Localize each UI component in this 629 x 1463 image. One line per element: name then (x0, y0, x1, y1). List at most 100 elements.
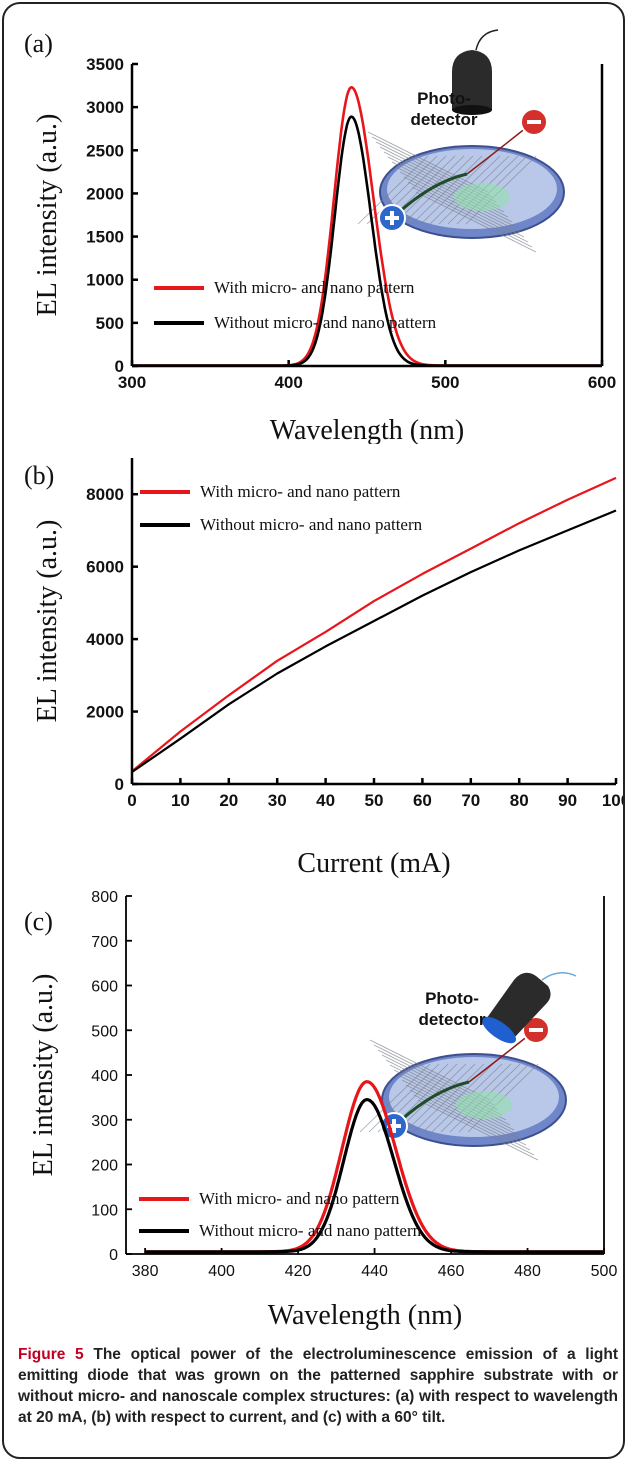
x-tick-label: 400 (208, 1263, 235, 1280)
panel-b: 0 2000 4000 6000 8000 0 10 20 30 40 50 60 70 80 90 100 C… (4, 444, 625, 884)
y-tick-label: 2000 (86, 184, 124, 203)
y-axis-title: EL intensity (a.u.) (28, 974, 59, 1177)
caption-lead: Figure 5 (18, 1346, 84, 1363)
x-tick-label: 60 (413, 791, 432, 810)
panel-label: (a) (24, 29, 53, 58)
led-wafer-illustration (357, 29, 565, 253)
y-tick-label: 200 (91, 1158, 118, 1175)
panel-label: (b) (24, 461, 54, 490)
x-tick-label: 70 (461, 791, 480, 810)
pattern-line (411, 186, 533, 248)
x-axis-title: Wavelength (nm) (270, 415, 464, 444)
pattern-line (420, 155, 492, 225)
series-line-0 (131, 476, 617, 773)
x-tick-label: 500 (431, 373, 459, 392)
x-tick-label: 100 (602, 791, 625, 810)
photodetector-lens (452, 105, 492, 115)
x-tick-label: 0 (127, 791, 136, 810)
pattern-line (367, 131, 489, 193)
x-tick-label: 600 (588, 373, 616, 392)
y-tick-label: 3000 (86, 98, 124, 117)
x-tick-label: 90 (558, 791, 577, 810)
x-tick-label: 300 (118, 373, 146, 392)
inset-label-line2: detector (410, 110, 477, 129)
pattern-line (413, 1063, 485, 1133)
y-tick-label: 500 (96, 314, 124, 333)
y-tick-label: 700 (91, 934, 118, 951)
y-axis-title: EL intensity (a.u.) (32, 114, 63, 317)
photodetector-lens (481, 1016, 517, 1044)
panel-label: (c) (24, 907, 53, 936)
pattern-line (415, 191, 537, 253)
pattern-line (413, 1094, 535, 1156)
photodetector-icon (452, 50, 492, 110)
x-axis-title: Wavelength (nm) (268, 1300, 462, 1331)
chart-a: Photo-detector 0 500 1000 1500 2000 2500 3000 35… (24, 29, 616, 444)
legend-label-1: Without micro- and nano pattern (214, 313, 437, 332)
y-tick-label: 0 (109, 1247, 118, 1264)
x-tick-label: 400 (274, 373, 302, 392)
y-tick-label: 1000 (86, 271, 124, 290)
chart-b: 0 2000 4000 6000 8000 0 10 20 30 40 50 60 70 80 90 100 C… (24, 458, 625, 879)
x-tick-label: 20 (219, 791, 238, 810)
pattern-line (393, 1069, 515, 1131)
series-line-1 (144, 1098, 604, 1254)
y-tick-label: 0 (115, 357, 124, 376)
emission-glow (454, 183, 510, 211)
inset-label-line1: Photo- (417, 89, 471, 108)
pattern-line (417, 1099, 539, 1161)
inset-label-line1: Photo- (425, 989, 479, 1008)
pattern-line (359, 1063, 431, 1133)
chart-c: Photo-detector 0 100 200 300 400 500 600 700 800 3… (24, 889, 617, 1331)
panel-a: Photo-detector 0 500 1000 1500 2000 2500 3000 35… (4, 4, 623, 444)
detector-cable (541, 972, 577, 981)
pattern-line (391, 161, 513, 223)
y-tick-label: 100 (91, 1202, 118, 1219)
x-tick-label: 440 (361, 1263, 388, 1280)
x-tick-label: 420 (285, 1263, 312, 1280)
cathode-wire (468, 1034, 530, 1083)
y-tick-label: 1500 (86, 228, 124, 247)
legend-label-0: With micro- and nano pattern (200, 482, 401, 501)
y-tick-label: 500 (91, 1023, 118, 1040)
plus-icon-v (390, 211, 394, 225)
minus-icon-bar (529, 1028, 543, 1032)
y-tick-label: 300 (91, 1113, 118, 1130)
x-tick-label: 80 (510, 791, 529, 810)
y-tick-label: 600 (91, 979, 118, 996)
y-tick-label: 2500 (86, 141, 124, 160)
inset-label-line2: detector (418, 1010, 485, 1029)
x-tick-label: 40 (316, 791, 335, 810)
y-tick-label: 0 (115, 775, 124, 794)
minus-icon-bar (527, 120, 541, 124)
y-tick-label: 400 (91, 1068, 118, 1085)
figure-caption: Figure 5 The optical power of the electr… (18, 1344, 618, 1428)
y-axis-title: EL intensity (a.u.) (32, 520, 63, 723)
caption-text: The optical power of the electroluminesc… (18, 1346, 618, 1426)
series-line-1 (131, 509, 617, 773)
pattern-line (369, 1039, 491, 1101)
x-tick-label: 380 (132, 1263, 159, 1280)
y-tick-label: 2000 (86, 703, 124, 722)
legend-label-1: Without micro- and nano pattern (200, 515, 423, 534)
pattern-line (411, 155, 483, 225)
y-tick-label: 6000 (86, 558, 124, 577)
pattern-line (366, 155, 438, 225)
anode-wire (397, 1080, 470, 1124)
x-tick-label: 30 (268, 791, 287, 810)
legend-label-0: With micro- and nano pattern (214, 278, 415, 297)
detector-cable (475, 29, 499, 51)
panel-c: Photo-detector 0 100 200 300 400 500 600 700 800 3… (4, 884, 623, 1344)
emission-glow (456, 1091, 512, 1119)
y-tick-label: 800 (91, 889, 118, 906)
legend-label-0: With micro- and nano pattern (199, 1189, 400, 1208)
x-tick-label: 480 (514, 1263, 541, 1280)
y-tick-label: 4000 (86, 630, 124, 649)
pattern-line (422, 1063, 494, 1133)
pattern-line (404, 1063, 476, 1133)
led-wafer-illustration (359, 972, 577, 1161)
y-tick-label: 8000 (86, 485, 124, 504)
x-axis-title: Current (mA) (297, 848, 450, 879)
x-tick-label: 50 (365, 791, 384, 810)
